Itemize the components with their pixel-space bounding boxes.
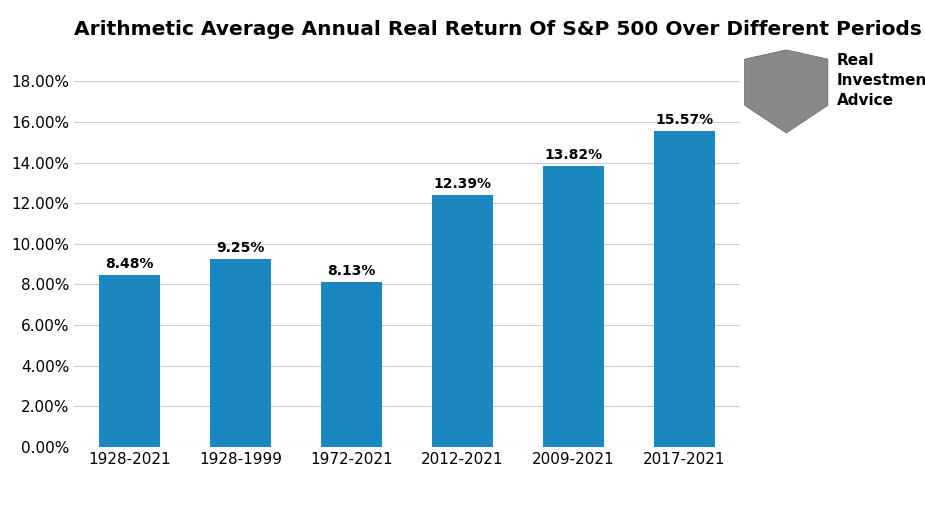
Text: 15.57%: 15.57% <box>656 113 713 126</box>
Bar <box>543 166 604 447</box>
Bar <box>321 282 382 447</box>
Text: 12.39%: 12.39% <box>434 177 491 191</box>
Text: 8.13%: 8.13% <box>327 264 376 278</box>
Bar <box>654 131 715 447</box>
Polygon shape <box>745 50 828 133</box>
Text: 13.82%: 13.82% <box>545 148 602 162</box>
Text: 8.48%: 8.48% <box>105 257 154 271</box>
Text: 9.25%: 9.25% <box>216 241 265 255</box>
Bar <box>432 195 493 447</box>
Bar <box>99 275 160 447</box>
Bar <box>210 259 271 447</box>
Text: Real
Investment
Advice: Real Investment Advice <box>837 53 925 108</box>
Text: Arithmetic Average Annual Real Return Of S&P 500 Over Different Periods: Arithmetic Average Annual Real Return Of… <box>74 20 922 39</box>
